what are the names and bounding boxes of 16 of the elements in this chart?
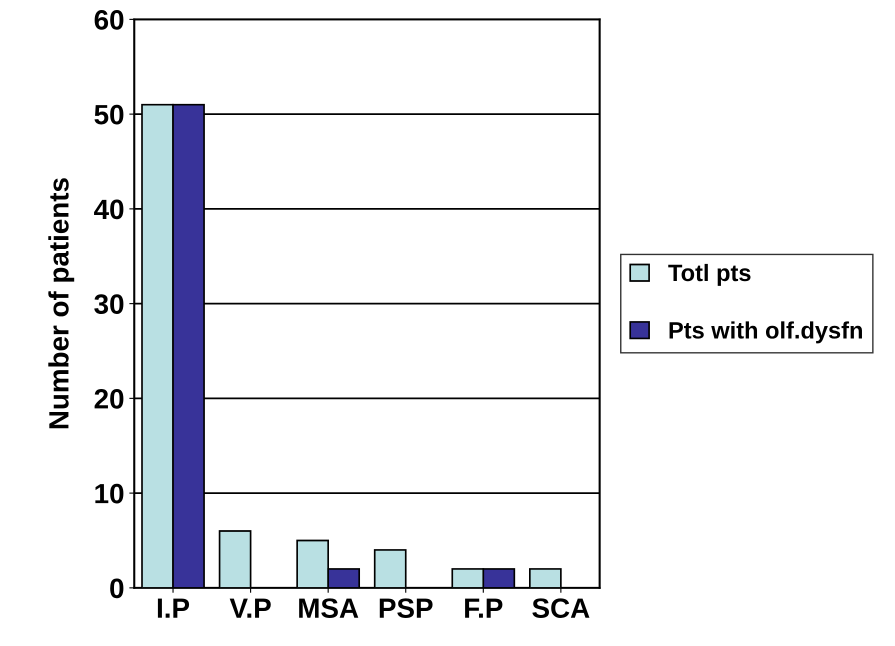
x-tick-label: PSP <box>380 598 433 618</box>
x-tick-label: V.P <box>230 598 271 618</box>
x-tick-label: F.P <box>465 598 502 618</box>
y-tick-label: 40 <box>94 200 124 220</box>
legend-label: Pts with olf.dysfn <box>670 321 862 344</box>
y-axis-title: Number of patients <box>48 178 74 428</box>
y-tick-label: 0 <box>110 578 124 598</box>
y-tick-label: 60 <box>94 10 124 30</box>
y-tick-label: 20 <box>94 389 124 409</box>
x-tick-label: MSA <box>299 598 358 618</box>
y-tick-label: 30 <box>94 294 124 314</box>
y-tick-label: 10 <box>95 484 124 504</box>
x-tick-label: SCA <box>532 598 590 618</box>
y-tick-label: 50 <box>94 104 124 124</box>
x-tick-label: I.P <box>158 598 190 618</box>
legend-label: Totl pts <box>668 264 751 286</box>
